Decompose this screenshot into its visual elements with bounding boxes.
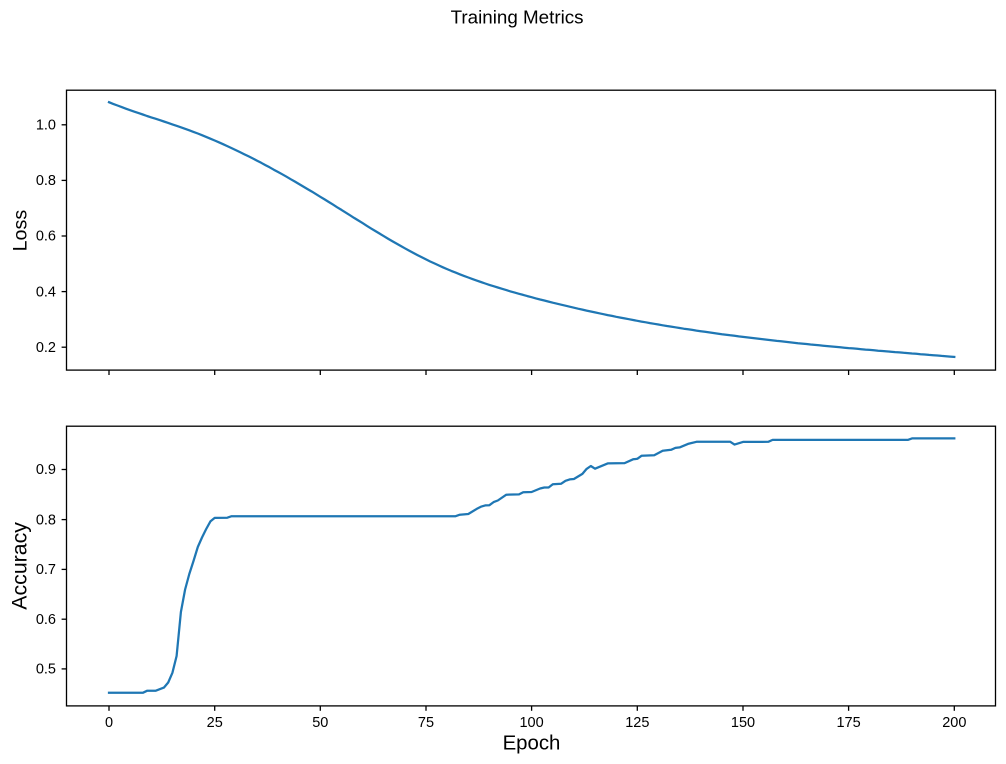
svg-text:0.8: 0.8: [36, 173, 56, 189]
svg-text:0.2: 0.2: [36, 340, 56, 356]
svg-text:25: 25: [207, 715, 223, 731]
svg-text:0: 0: [105, 715, 113, 731]
svg-text:0.9: 0.9: [36, 462, 56, 478]
svg-text:Loss: Loss: [10, 210, 32, 252]
svg-text:1.0: 1.0: [36, 118, 56, 134]
svg-text:Accuracy: Accuracy: [8, 522, 32, 610]
svg-text:0.4: 0.4: [36, 284, 56, 300]
svg-text:100: 100: [519, 715, 543, 731]
svg-text:75: 75: [418, 715, 434, 731]
svg-text:Epoch: Epoch: [503, 733, 561, 755]
svg-text:50: 50: [312, 715, 328, 731]
svg-text:125: 125: [625, 715, 649, 731]
svg-text:0.8: 0.8: [36, 512, 56, 528]
svg-text:0.7: 0.7: [36, 562, 56, 578]
svg-text:200: 200: [942, 715, 966, 731]
svg-text:150: 150: [731, 715, 755, 731]
svg-text:0.6: 0.6: [36, 229, 56, 245]
svg-text:0.5: 0.5: [36, 662, 56, 678]
svg-text:0.6: 0.6: [36, 612, 56, 628]
svg-text:Training Metrics: Training Metrics: [451, 7, 584, 28]
svg-text:175: 175: [836, 715, 860, 731]
